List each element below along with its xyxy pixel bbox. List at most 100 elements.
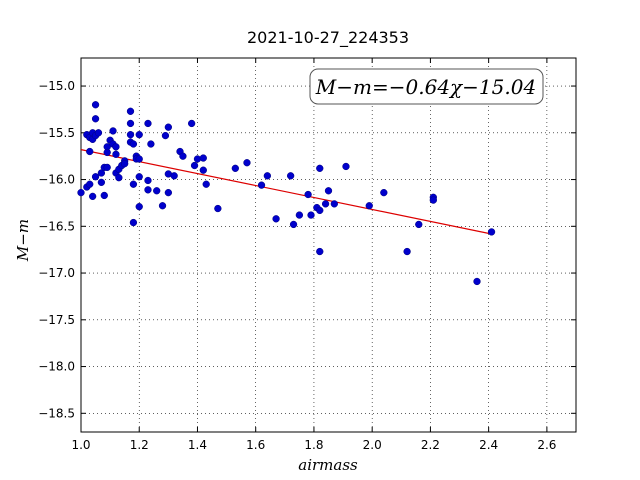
data-point bbox=[115, 174, 123, 182]
data-point bbox=[214, 204, 222, 213]
data-point bbox=[170, 172, 178, 180]
data-point bbox=[316, 247, 324, 256]
x-tick-label: 2.4 bbox=[479, 438, 498, 452]
fit-line bbox=[80, 149, 492, 235]
axis-ticks bbox=[80, 58, 576, 432]
data-point bbox=[202, 180, 210, 188]
equation-frame bbox=[309, 68, 544, 105]
data-point bbox=[429, 196, 437, 204]
data-point bbox=[103, 148, 111, 157]
data-point bbox=[187, 119, 196, 128]
y-tick-labels: −15.0 −15.5 −16.0 −16.5 −17.0 −17.5 −18.0 −18.5 bbox=[38, 79, 75, 420]
data-point bbox=[289, 220, 298, 229]
fit-line-group bbox=[80, 149, 492, 235]
data-point bbox=[243, 159, 251, 167]
data-point bbox=[144, 186, 152, 194]
data-points bbox=[77, 101, 496, 286]
data-point bbox=[91, 101, 100, 109]
data-point bbox=[164, 123, 173, 131]
data-point bbox=[199, 154, 207, 162]
data-point bbox=[365, 202, 373, 210]
fit-equation: M−m=−0.64χ−15.04 bbox=[315, 75, 536, 99]
data-point bbox=[97, 169, 106, 177]
x-tick-label: 1.2 bbox=[130, 438, 149, 452]
data-point bbox=[94, 129, 103, 137]
x-tick-label: 1.4 bbox=[188, 438, 207, 452]
data-point bbox=[112, 150, 120, 158]
data-point bbox=[272, 215, 280, 223]
x-tick-label: 1.8 bbox=[304, 438, 323, 452]
y-tick-label: −16.5 bbox=[38, 219, 75, 233]
data-point bbox=[158, 202, 167, 210]
equation-box: M−m=−0.64χ−15.04 bbox=[309, 68, 544, 105]
data-point bbox=[135, 203, 143, 211]
x-tick-labels: 1.0 1.2 1.4 1.6 1.8 2.0 2.2 2.4 2.6 bbox=[71, 438, 556, 452]
chart-title: 2021-10-27_224353 bbox=[247, 28, 409, 48]
data-point bbox=[147, 140, 155, 148]
data-point bbox=[100, 191, 108, 200]
data-point bbox=[307, 211, 315, 219]
x-tick-label: 2.6 bbox=[537, 438, 556, 452]
data-point bbox=[321, 200, 330, 208]
data-point bbox=[129, 140, 138, 148]
y-tick-label: −16.0 bbox=[38, 173, 75, 187]
x-axis-label: airmass bbox=[298, 456, 358, 474]
data-point bbox=[126, 131, 135, 139]
data-point bbox=[316, 164, 324, 172]
data-point bbox=[153, 187, 161, 195]
data-point bbox=[135, 131, 143, 139]
data-point bbox=[231, 164, 239, 172]
data-point bbox=[135, 155, 143, 163]
data-point bbox=[86, 180, 94, 188]
data-point bbox=[164, 188, 173, 197]
data-point bbox=[257, 181, 266, 189]
data-point bbox=[129, 180, 138, 188]
x-tick-label: 2.0 bbox=[363, 438, 382, 452]
data-point bbox=[324, 187, 333, 195]
x-tick-label: 1.0 bbox=[71, 438, 90, 452]
x-tick-label: 1.6 bbox=[246, 438, 265, 452]
data-point bbox=[161, 131, 170, 140]
data-point bbox=[88, 192, 97, 201]
data-point bbox=[286, 172, 295, 180]
y-tick-label: −18.5 bbox=[38, 406, 75, 420]
plot-area bbox=[80, 57, 577, 433]
data-point bbox=[473, 277, 481, 286]
data-point bbox=[342, 162, 350, 171]
data-point bbox=[144, 176, 152, 185]
data-point bbox=[295, 211, 304, 219]
data-point bbox=[97, 178, 106, 187]
data-point bbox=[190, 161, 199, 170]
data-point bbox=[109, 127, 117, 135]
data-point bbox=[330, 200, 338, 208]
y-tick-label: −15.5 bbox=[38, 126, 75, 140]
y-tick-label: −18.0 bbox=[38, 360, 75, 374]
y-tick-label: −17.0 bbox=[38, 266, 75, 280]
y-axis-label: M−m bbox=[14, 219, 32, 262]
data-point bbox=[77, 188, 85, 197]
data-point bbox=[121, 160, 129, 168]
data-point bbox=[103, 163, 111, 172]
data-point bbox=[263, 172, 272, 180]
data-point bbox=[304, 190, 312, 199]
data-point bbox=[135, 173, 143, 181]
data-point bbox=[91, 173, 100, 181]
data-point bbox=[91, 115, 100, 123]
data-point bbox=[179, 152, 187, 160]
y-tick-label: −15.0 bbox=[38, 79, 75, 93]
x-tick-label: 2.2 bbox=[421, 438, 440, 452]
data-point bbox=[126, 119, 135, 128]
data-point bbox=[126, 107, 135, 115]
data-point bbox=[112, 143, 120, 151]
data-point bbox=[199, 166, 207, 174]
data-point bbox=[403, 247, 411, 256]
data-point bbox=[144, 119, 152, 128]
data-point bbox=[316, 206, 324, 215]
data-point bbox=[380, 188, 388, 197]
data-point bbox=[487, 228, 496, 236]
data-point bbox=[129, 218, 138, 227]
data-point bbox=[86, 147, 94, 156]
y-tick-label: −17.5 bbox=[38, 313, 75, 327]
data-point bbox=[415, 220, 423, 229]
